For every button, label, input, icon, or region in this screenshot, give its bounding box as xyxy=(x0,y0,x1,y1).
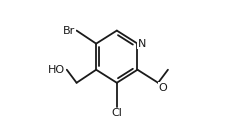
Text: Br: Br xyxy=(63,26,75,36)
Text: HO: HO xyxy=(48,65,65,75)
Text: N: N xyxy=(138,39,146,49)
Text: Cl: Cl xyxy=(111,108,122,118)
Text: O: O xyxy=(159,83,167,93)
